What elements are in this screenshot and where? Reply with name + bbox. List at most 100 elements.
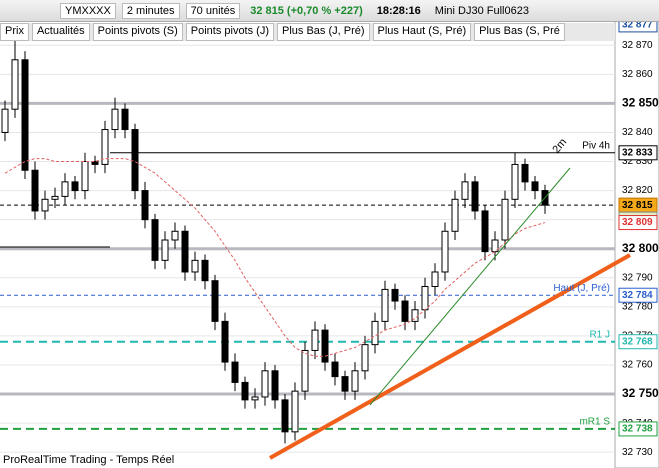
candle-body <box>291 390 299 433</box>
candle-body <box>331 361 339 378</box>
y-tick-label: 32 850 <box>622 96 659 110</box>
price-label: 32 877 <box>622 20 653 31</box>
trend-line <box>369 167 571 406</box>
price-label: 32 809 <box>622 217 653 228</box>
candle-body <box>121 108 129 131</box>
candle-body <box>21 59 29 171</box>
candle-body <box>81 161 89 192</box>
y-tick-label: 32 760 <box>622 360 653 371</box>
time: 18:28:16 <box>376 4 421 17</box>
candle-body <box>421 286 429 311</box>
candle-body <box>451 198 459 232</box>
indicator-tab[interactable]: Prix <box>0 23 29 41</box>
indicator-tab[interactable]: Plus Haut (S, Pré) <box>372 23 472 41</box>
price-label: 32 833 <box>622 147 653 158</box>
candle-body <box>501 198 509 241</box>
candle-body <box>141 190 149 221</box>
period[interactable]: 2 minutes <box>121 2 180 19</box>
candle-body <box>211 280 219 322</box>
candle-body <box>271 370 279 401</box>
candle-body <box>431 271 439 288</box>
price-label: 32 738 <box>622 424 653 435</box>
indicator-tab[interactable]: Plus Bas (J, Pré) <box>277 23 370 41</box>
candle-body <box>521 163 529 183</box>
level-name: Piv 4h <box>582 140 610 151</box>
price-label: 32 815 <box>622 200 653 211</box>
candle-body <box>71 181 79 192</box>
candle-body <box>281 399 289 433</box>
candle-body <box>491 239 499 253</box>
y-tick-label: 32 800 <box>622 241 659 255</box>
level-name: mR1 S <box>579 417 610 428</box>
indicator-tab[interactable]: Actualités <box>31 23 90 41</box>
candle-body <box>131 129 139 192</box>
candle-body <box>171 230 179 241</box>
y-tick-label: 32 860 <box>622 69 653 80</box>
candle-body <box>391 288 399 302</box>
candle-body <box>61 181 69 197</box>
y-tick-label: 32 780 <box>622 301 653 312</box>
candle-body <box>191 259 199 273</box>
price-box <box>618 215 658 231</box>
quote: 32 815 (+0,70 % +227) <box>250 4 363 17</box>
candle-body <box>441 230 449 273</box>
footer: ProRealTime Trading - Temps Réel <box>3 454 174 466</box>
toolbar: YMXXXX 2 minutes 70 unités 32 815 (+0,70… <box>0 0 659 22</box>
units[interactable]: 70 unités <box>185 2 241 19</box>
instrument: Mini DJ30 Full0623 <box>434 4 529 17</box>
candle-body <box>161 239 169 261</box>
candle-body <box>471 181 479 212</box>
y-tick-label: 32 750 <box>622 386 659 400</box>
candle-body <box>31 169 39 212</box>
candle-body <box>221 320 229 363</box>
candle-body <box>351 370 359 392</box>
candle-body <box>51 195 59 200</box>
candle-body <box>111 108 119 131</box>
indicator-tab[interactable]: Plus Bas (S, Pré <box>474 23 565 41</box>
trend-line <box>269 253 631 460</box>
price-box <box>618 145 658 161</box>
price-label: 32 784 <box>622 290 653 301</box>
candle-body <box>511 163 519 200</box>
y-tick-label: 32 730 <box>622 447 653 458</box>
price-box <box>618 287 658 303</box>
candle-body <box>361 344 369 372</box>
candle-body <box>301 349 309 392</box>
candle-body <box>401 300 409 322</box>
level-name: R1 J <box>589 329 610 340</box>
candle-body <box>11 59 19 110</box>
y-tick-label: 32 820 <box>622 185 653 196</box>
candle-body <box>321 329 329 363</box>
candle-body <box>461 181 469 200</box>
candle-body <box>41 198 49 212</box>
candle-body <box>1 108 9 133</box>
candle-body <box>261 370 269 398</box>
candle-body <box>481 210 489 253</box>
candle-body <box>101 129 109 165</box>
candle-body <box>151 219 159 261</box>
price-box <box>618 421 658 437</box>
y-tick-label: 32 830 <box>622 156 653 167</box>
candle-body <box>91 161 99 165</box>
candle-body <box>311 329 319 351</box>
y-tick-label: 32 840 <box>622 127 653 138</box>
candle-body <box>341 376 349 392</box>
indicator-bar: Prix Actualités Points pivots (S) Points pi… <box>0 23 615 41</box>
plot-bg <box>0 0 615 468</box>
candle-body <box>231 361 239 383</box>
candle-body <box>201 259 209 282</box>
symbol[interactable]: YMXXXX <box>60 2 116 19</box>
level-name: Haut (J, Pré) <box>553 283 610 294</box>
indicator-tab[interactable]: Points pivots (S) <box>92 23 183 41</box>
candle-body <box>251 396 259 401</box>
price-label: 32 768 <box>622 336 653 347</box>
axis-bg <box>614 0 659 468</box>
candle-body <box>181 230 189 273</box>
candle-body <box>241 381 249 401</box>
indicator-tab[interactable]: Points pivots (J) <box>185 23 274 41</box>
price-box <box>618 334 658 350</box>
y-tick-label: 32 870 <box>622 40 653 51</box>
candle-body <box>371 320 379 346</box>
